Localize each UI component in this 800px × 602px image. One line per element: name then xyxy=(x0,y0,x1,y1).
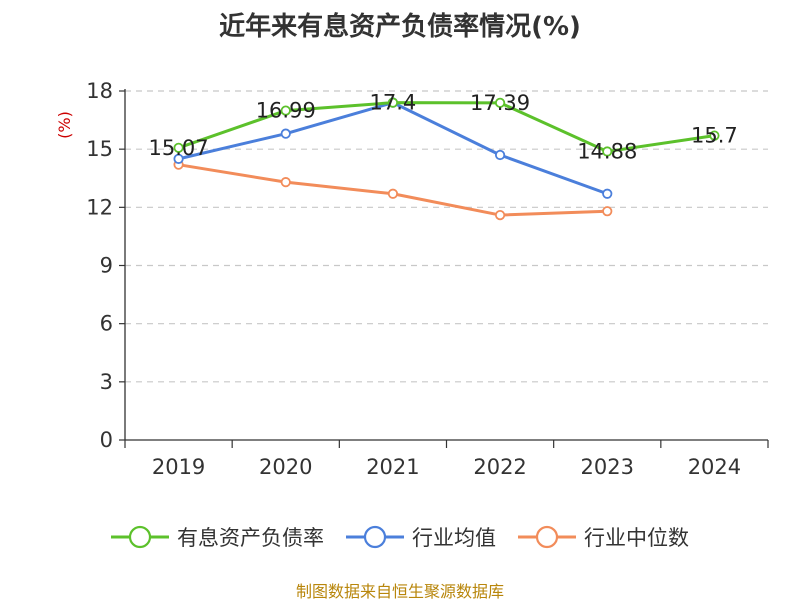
y-tick-label: 3 xyxy=(100,370,113,394)
data-labels: 15.07 16.99 17.4 17.39 14.88 15.7 xyxy=(149,91,738,164)
data-label: 15.07 xyxy=(149,136,209,160)
data-point[interactable] xyxy=(494,209,506,221)
y-axis-label: (%) xyxy=(55,111,74,139)
series-line xyxy=(178,101,608,196)
data-point[interactable] xyxy=(173,153,184,164)
y-tick-label: 0 xyxy=(100,428,113,452)
data-label: 14.88 xyxy=(577,139,637,163)
data-point[interactable] xyxy=(280,105,291,116)
data-point[interactable] xyxy=(602,188,613,199)
x-tick-label: 2019 xyxy=(152,455,205,479)
grid-lines xyxy=(125,90,768,383)
data-point[interactable] xyxy=(387,188,399,199)
legend-marker xyxy=(128,525,152,549)
data-label: 16.99 xyxy=(256,99,316,123)
data-point[interactable] xyxy=(709,130,720,141)
y-tick-label: 12 xyxy=(86,195,113,219)
source-note: 制图数据来自恒生聚源数据库 xyxy=(295,582,504,601)
x-tick-label: 2024 xyxy=(688,455,741,479)
data-point[interactable] xyxy=(387,97,399,108)
data-label: 15.7 xyxy=(691,124,738,148)
legend-item[interactable]: 行业中位数 xyxy=(517,525,689,550)
x-tick-label: 2020 xyxy=(259,455,312,479)
y-tick-label: 6 xyxy=(100,312,113,336)
legend: 有息资产负债率 行业均值 行业中位数 xyxy=(111,525,689,550)
x-tick-label: 2022 xyxy=(473,455,526,479)
axes: 0 3 6 9 12 15 18 2019 2020 2021 2022 2023 2024 xyxy=(86,79,769,479)
y-tick-label: 9 xyxy=(100,254,113,278)
data-point[interactable] xyxy=(602,146,613,157)
data-point[interactable] xyxy=(602,206,613,217)
x-tick-label: 2023 xyxy=(581,455,634,479)
legend-label: 行业均值 xyxy=(412,526,496,550)
series-line xyxy=(178,101,715,153)
data-point[interactable] xyxy=(280,128,291,139)
legend-label: 行业中位数 xyxy=(584,526,689,550)
legend-marker xyxy=(535,525,559,549)
data-label: 17.39 xyxy=(470,91,530,115)
x-tick-label: 2021 xyxy=(366,455,419,479)
legend-label: 有息资产负债率 xyxy=(177,526,324,550)
y-tick-label: 18 xyxy=(86,79,113,103)
data-point[interactable] xyxy=(494,97,506,108)
legend-marker xyxy=(363,525,387,549)
data-point[interactable] xyxy=(494,149,506,161)
data-point[interactable] xyxy=(173,142,184,153)
y-tick-label: 15 xyxy=(86,137,113,161)
chart-title: 近年来有息资产负债率情况(%) xyxy=(219,12,581,42)
data-point[interactable] xyxy=(280,177,291,188)
data-label: 17.4 xyxy=(370,91,417,115)
legend-item[interactable]: 行业均值 xyxy=(346,525,496,550)
series xyxy=(173,97,720,221)
legend-item[interactable]: 有息资产负债率 xyxy=(111,525,324,550)
